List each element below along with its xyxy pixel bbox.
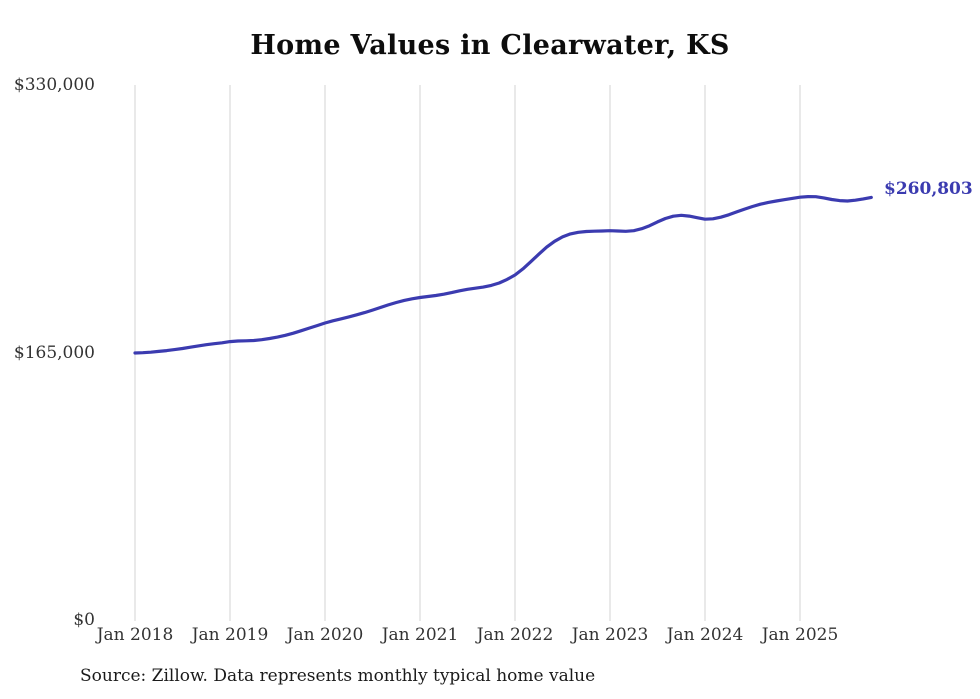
x-tick-label-2020: Jan 2020 bbox=[286, 625, 364, 645]
y-tick-label-330000: $330,000 bbox=[13, 75, 95, 95]
x-tick-label-2022: Jan 2022 bbox=[476, 625, 554, 645]
x-tick-label-2019: Jan 2019 bbox=[191, 625, 269, 645]
x-tick-label-2025: Jan 2025 bbox=[761, 625, 839, 645]
x-tick-label-2021: Jan 2021 bbox=[381, 625, 459, 645]
x-tick-label-2023: Jan 2023 bbox=[571, 625, 649, 645]
y-tick-label-165000: $165,000 bbox=[13, 343, 95, 363]
y-tick-label-0: $0 bbox=[73, 610, 95, 630]
chart-title: Home Values in Clearwater, KS bbox=[250, 30, 730, 61]
final-value-label: $260,803 bbox=[884, 179, 973, 199]
x-tick-label-2024: Jan 2024 bbox=[666, 625, 744, 645]
source-note: Source: Zillow. Data represents monthly … bbox=[80, 666, 596, 686]
home-value-line bbox=[133, 195, 873, 355]
x-tick-label-2018: Jan 2018 bbox=[96, 625, 174, 645]
